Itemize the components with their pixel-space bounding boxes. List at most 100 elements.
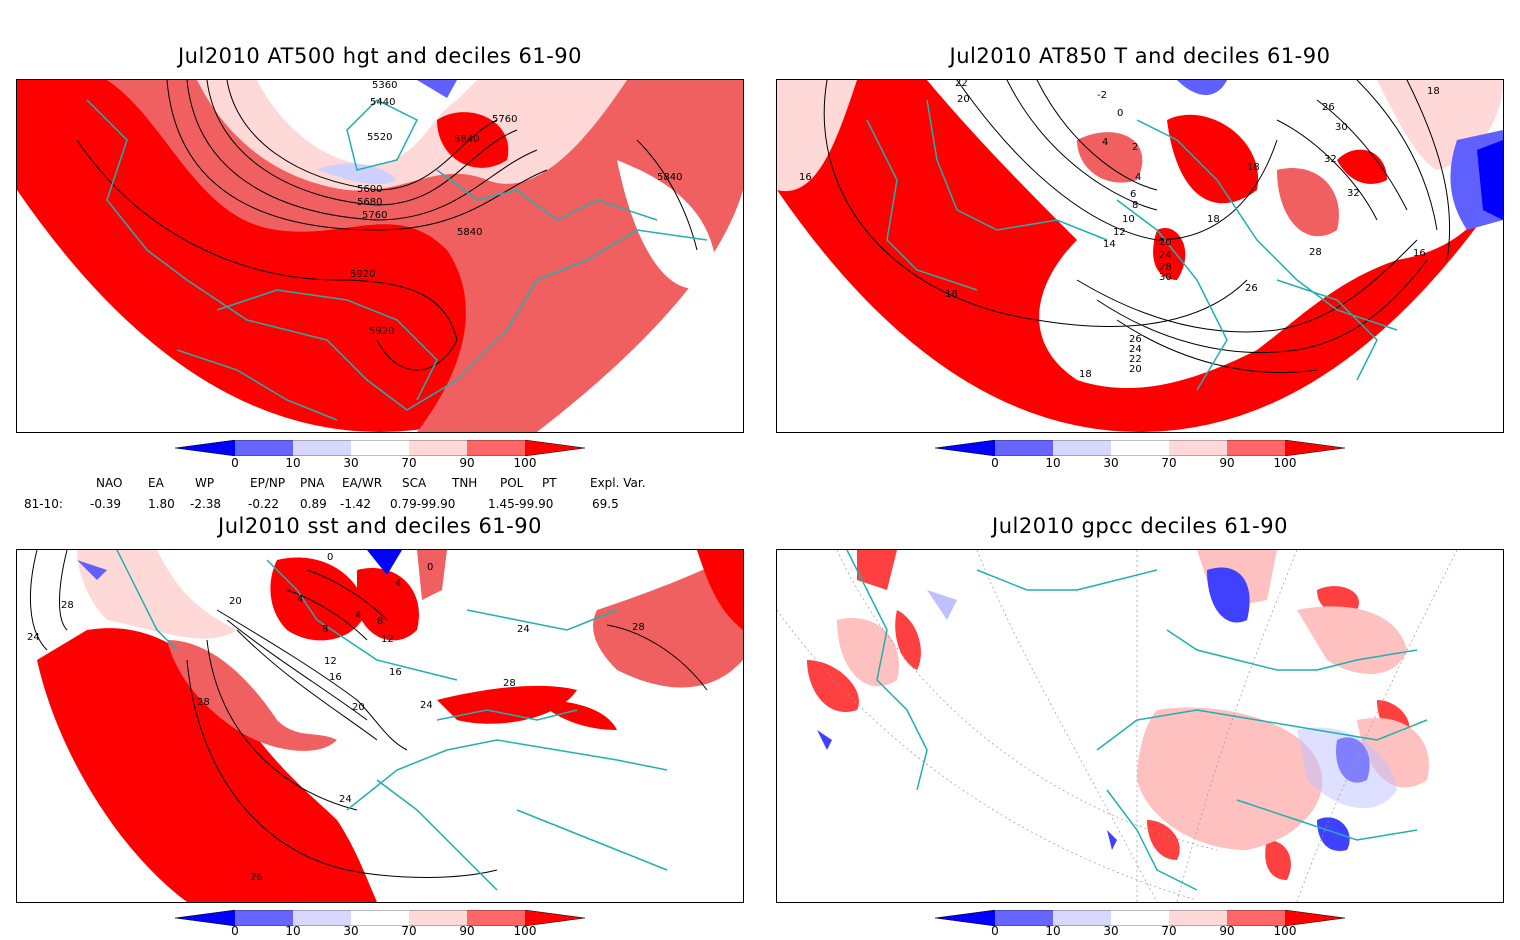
index-header-sca: SCA [402,476,427,490]
svg-text:14: 14 [1103,239,1116,250]
svg-text:28: 28 [503,678,516,689]
index-value-eawr: -1.42 [340,497,372,511]
svg-text:12: 12 [324,656,337,667]
svg-text:20: 20 [1159,237,1172,248]
svg-text:28: 28 [1159,262,1172,273]
colorbar-4-tick-100: 100 [1273,924,1297,938]
colorbar-1-tick-90: 90 [459,456,475,470]
map-panel-sst: 28 24 0 0 4 4 8 4 8 12 12 16 16 20 20 24 24 28 28 28 2… [16,549,744,903]
svg-text:8: 8 [322,624,328,635]
svg-text:-2: -2 [1097,90,1107,101]
svg-text:5840: 5840 [457,227,482,238]
svg-text:5440: 5440 [370,97,395,108]
index-value-sca: 0.79-99.90 [390,497,456,511]
svg-text:4: 4 [1102,137,1108,148]
panel-4-title: Jul2010 gpcc deciles 61-90 [992,514,1288,538]
svg-text:10: 10 [1122,214,1135,225]
index-value-ea: 1.80 [148,497,175,511]
colorbar-4: 0 10 30 70 90 100 [934,909,1346,940]
svg-text:20: 20 [957,94,970,105]
svg-text:22: 22 [1129,354,1142,365]
svg-text:5760: 5760 [492,114,517,125]
svg-text:5840: 5840 [657,172,682,183]
svg-text:0: 0 [1117,108,1123,119]
svg-text:20: 20 [1129,364,1142,375]
svg-text:6: 6 [1130,189,1136,200]
colorbar-1-tick-10: 10 [285,456,301,470]
panel-3-title: Jul2010 sst and deciles 61-90 [218,514,542,538]
svg-text:5840: 5840 [454,134,479,145]
svg-text:5680: 5680 [357,197,382,208]
colorbar-1-tick-100: 100 [513,456,537,470]
svg-text:26: 26 [1245,283,1258,294]
index-value-nao: -0.39 [90,497,122,511]
svg-text:22: 22 [955,80,968,89]
svg-text:0: 0 [427,562,433,573]
svg-text:24: 24 [1129,344,1142,355]
svg-text:26: 26 [1322,102,1335,113]
svg-text:18: 18 [1427,86,1440,97]
svg-text:24: 24 [420,700,433,711]
colorbar-3-tick-70: 70 [401,924,417,938]
colorbar-3-tick-10: 10 [285,924,301,938]
svg-text:8: 8 [377,616,383,627]
colorbar-2-tick-90: 90 [1219,456,1235,470]
colorbar-2-tick-30: 30 [1103,456,1119,470]
svg-text:32: 32 [1347,188,1360,199]
colorbar-3-tick-100: 100 [513,924,537,938]
svg-text:30: 30 [1159,272,1172,283]
panel-2-title: Jul2010 AT850 T and deciles 61-90 [949,44,1331,68]
svg-text:5520: 5520 [367,132,392,143]
index-header-pol: POL [500,476,524,490]
index-header-eawr: EA/WR [342,476,383,490]
colorbar-3: 0 10 30 70 90 100 [174,909,586,940]
colorbar-4-tick-90: 90 [1219,924,1235,938]
svg-text:4: 4 [1135,172,1141,183]
svg-text:16: 16 [329,672,342,683]
svg-text:8: 8 [1132,200,1138,211]
svg-text:28: 28 [1309,247,1322,258]
svg-text:18: 18 [945,289,958,300]
svg-text:24: 24 [1159,250,1172,261]
colorbar-2-tick-100: 100 [1273,456,1297,470]
colorbar-4-tick-30: 30 [1103,924,1119,938]
svg-text:2: 2 [1132,142,1138,153]
colorbar-3-tick-30: 30 [343,924,359,938]
svg-text:18: 18 [1207,214,1220,225]
svg-text:12: 12 [1113,227,1126,238]
index-header-tnh: TNH [452,476,478,490]
svg-text:16: 16 [799,172,812,183]
svg-text:30: 30 [1335,122,1348,133]
svg-text:28: 28 [197,697,210,708]
index-value-expl-var: 69.5 [592,497,619,511]
svg-text:24: 24 [27,632,40,643]
colorbar-1-tick-30: 30 [343,456,359,470]
svg-text:16: 16 [389,667,402,678]
index-header-expl-var: Expl. Var. [590,476,646,490]
svg-text:5920: 5920 [350,269,375,280]
index-row-label: 81-10: [24,497,63,511]
colorbar-4-tick-0: 0 [991,924,999,938]
svg-text:18: 18 [1079,369,1092,380]
colorbar-3-tick-0: 0 [231,924,239,938]
svg-text:20: 20 [229,596,242,607]
svg-text:26: 26 [1129,334,1142,345]
svg-text:16: 16 [1413,248,1426,259]
svg-text:4: 4 [395,578,401,589]
svg-text:5920: 5920 [369,326,394,337]
index-value-epnp: -0.22 [248,497,280,511]
svg-text:24: 24 [517,624,530,635]
colorbar-2-tick-10: 10 [1045,456,1061,470]
svg-text:5360: 5360 [372,80,397,91]
svg-text:26: 26 [250,872,263,883]
svg-text:28: 28 [61,600,74,611]
svg-text:20: 20 [352,702,365,713]
svg-text:12: 12 [381,634,394,645]
svg-text:5600: 5600 [357,184,382,195]
colorbar-2-tick-70: 70 [1161,456,1177,470]
colorbar-1-tick-0: 0 [231,456,239,470]
colorbar-3-tick-90: 90 [459,924,475,938]
svg-text:18: 18 [1247,162,1260,173]
index-header-epnp: EP/NP [250,476,286,490]
